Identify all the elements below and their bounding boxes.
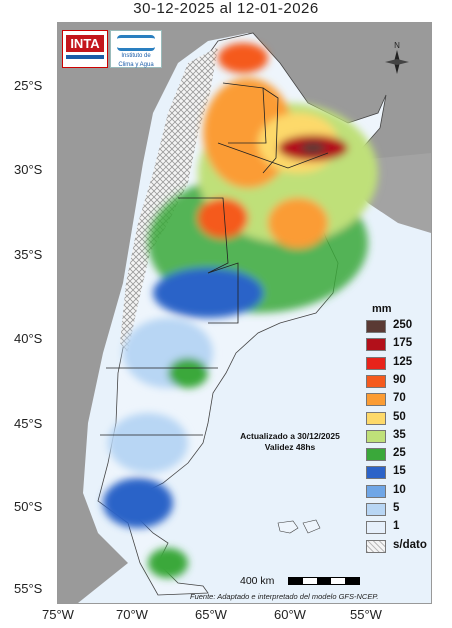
legend-label: 35 xyxy=(393,428,406,441)
legend-swatch xyxy=(366,448,386,462)
legend-label: 70 xyxy=(393,392,406,405)
legend-swatch xyxy=(366,503,386,516)
scale-bar xyxy=(288,577,360,585)
lat-label: 30°S xyxy=(14,162,43,177)
lon-label: 55°W xyxy=(350,607,382,622)
inta-logo: INTA xyxy=(62,30,108,68)
legend-label: 50 xyxy=(393,410,406,423)
legend-swatch xyxy=(366,521,386,535)
legend-swatch xyxy=(366,393,386,407)
legend-unit: mm xyxy=(372,303,392,315)
lon-label: 60°W xyxy=(274,607,306,622)
legend-label: 125 xyxy=(393,355,413,368)
north-label: N xyxy=(394,41,400,50)
lon-label: 75°W xyxy=(42,607,74,622)
legend-label: 25 xyxy=(393,447,406,460)
legend-swatch xyxy=(366,539,386,553)
map-frame xyxy=(57,22,432,604)
legend-label: 15 xyxy=(393,465,406,478)
legend-label: s/dato xyxy=(393,538,427,551)
lat-label: 45°S xyxy=(14,416,43,431)
legend-label: 175 xyxy=(393,337,413,350)
clima-logo-line2: Clima y Agua xyxy=(118,62,154,68)
source-note: Fuente: Adaptado e interpretado del mode… xyxy=(190,592,379,601)
map-title: 30-12-2025 al 12-01-2026 xyxy=(133,0,319,17)
legend-label: 250 xyxy=(393,319,413,331)
province-boundaries xyxy=(100,82,329,436)
malvinas-islands xyxy=(277,519,321,534)
precipitation-map xyxy=(58,23,431,603)
scale-label: 400 km xyxy=(240,575,275,587)
north-arrow-icon: N xyxy=(379,40,415,83)
clima-wave-icon xyxy=(117,35,155,51)
legend-swatch xyxy=(366,374,386,388)
legend-swatch xyxy=(366,320,386,333)
legend-swatch xyxy=(366,411,386,425)
validity: Validez 48hs xyxy=(264,442,316,452)
legend-label: 5 xyxy=(393,502,400,514)
lat-label: 25°S xyxy=(14,78,43,93)
lat-label: 50°S xyxy=(14,499,43,514)
legend-label: 10 xyxy=(393,483,406,496)
update-note: Actualizado a 30/12/2025 Validez 48hs xyxy=(215,431,365,453)
lat-label: 55°S xyxy=(14,581,43,596)
inta-logo-text: INTA xyxy=(66,35,104,52)
lon-label: 65°W xyxy=(195,607,227,622)
precipitation-field xyxy=(103,43,378,578)
lat-label: 40°S xyxy=(14,331,43,346)
update-date: Actualizado a 30/12/2025 xyxy=(240,431,340,441)
no-data-area xyxy=(120,47,218,353)
legend-swatch xyxy=(366,484,386,498)
legend-swatch xyxy=(366,466,386,480)
lon-label: 70°W xyxy=(116,607,148,622)
legend-swatch xyxy=(366,338,386,352)
legend-label: 90 xyxy=(393,373,406,386)
inta-logo-bar xyxy=(66,55,104,59)
clima-logo-line1: Instituto de xyxy=(121,53,151,59)
legend-label: 1 xyxy=(393,520,400,533)
legend-swatch xyxy=(366,429,386,443)
legend-swatch xyxy=(366,356,386,370)
clima-agua-logo: Instituto de Clima y Agua xyxy=(110,30,162,68)
lat-label: 35°S xyxy=(14,247,43,262)
